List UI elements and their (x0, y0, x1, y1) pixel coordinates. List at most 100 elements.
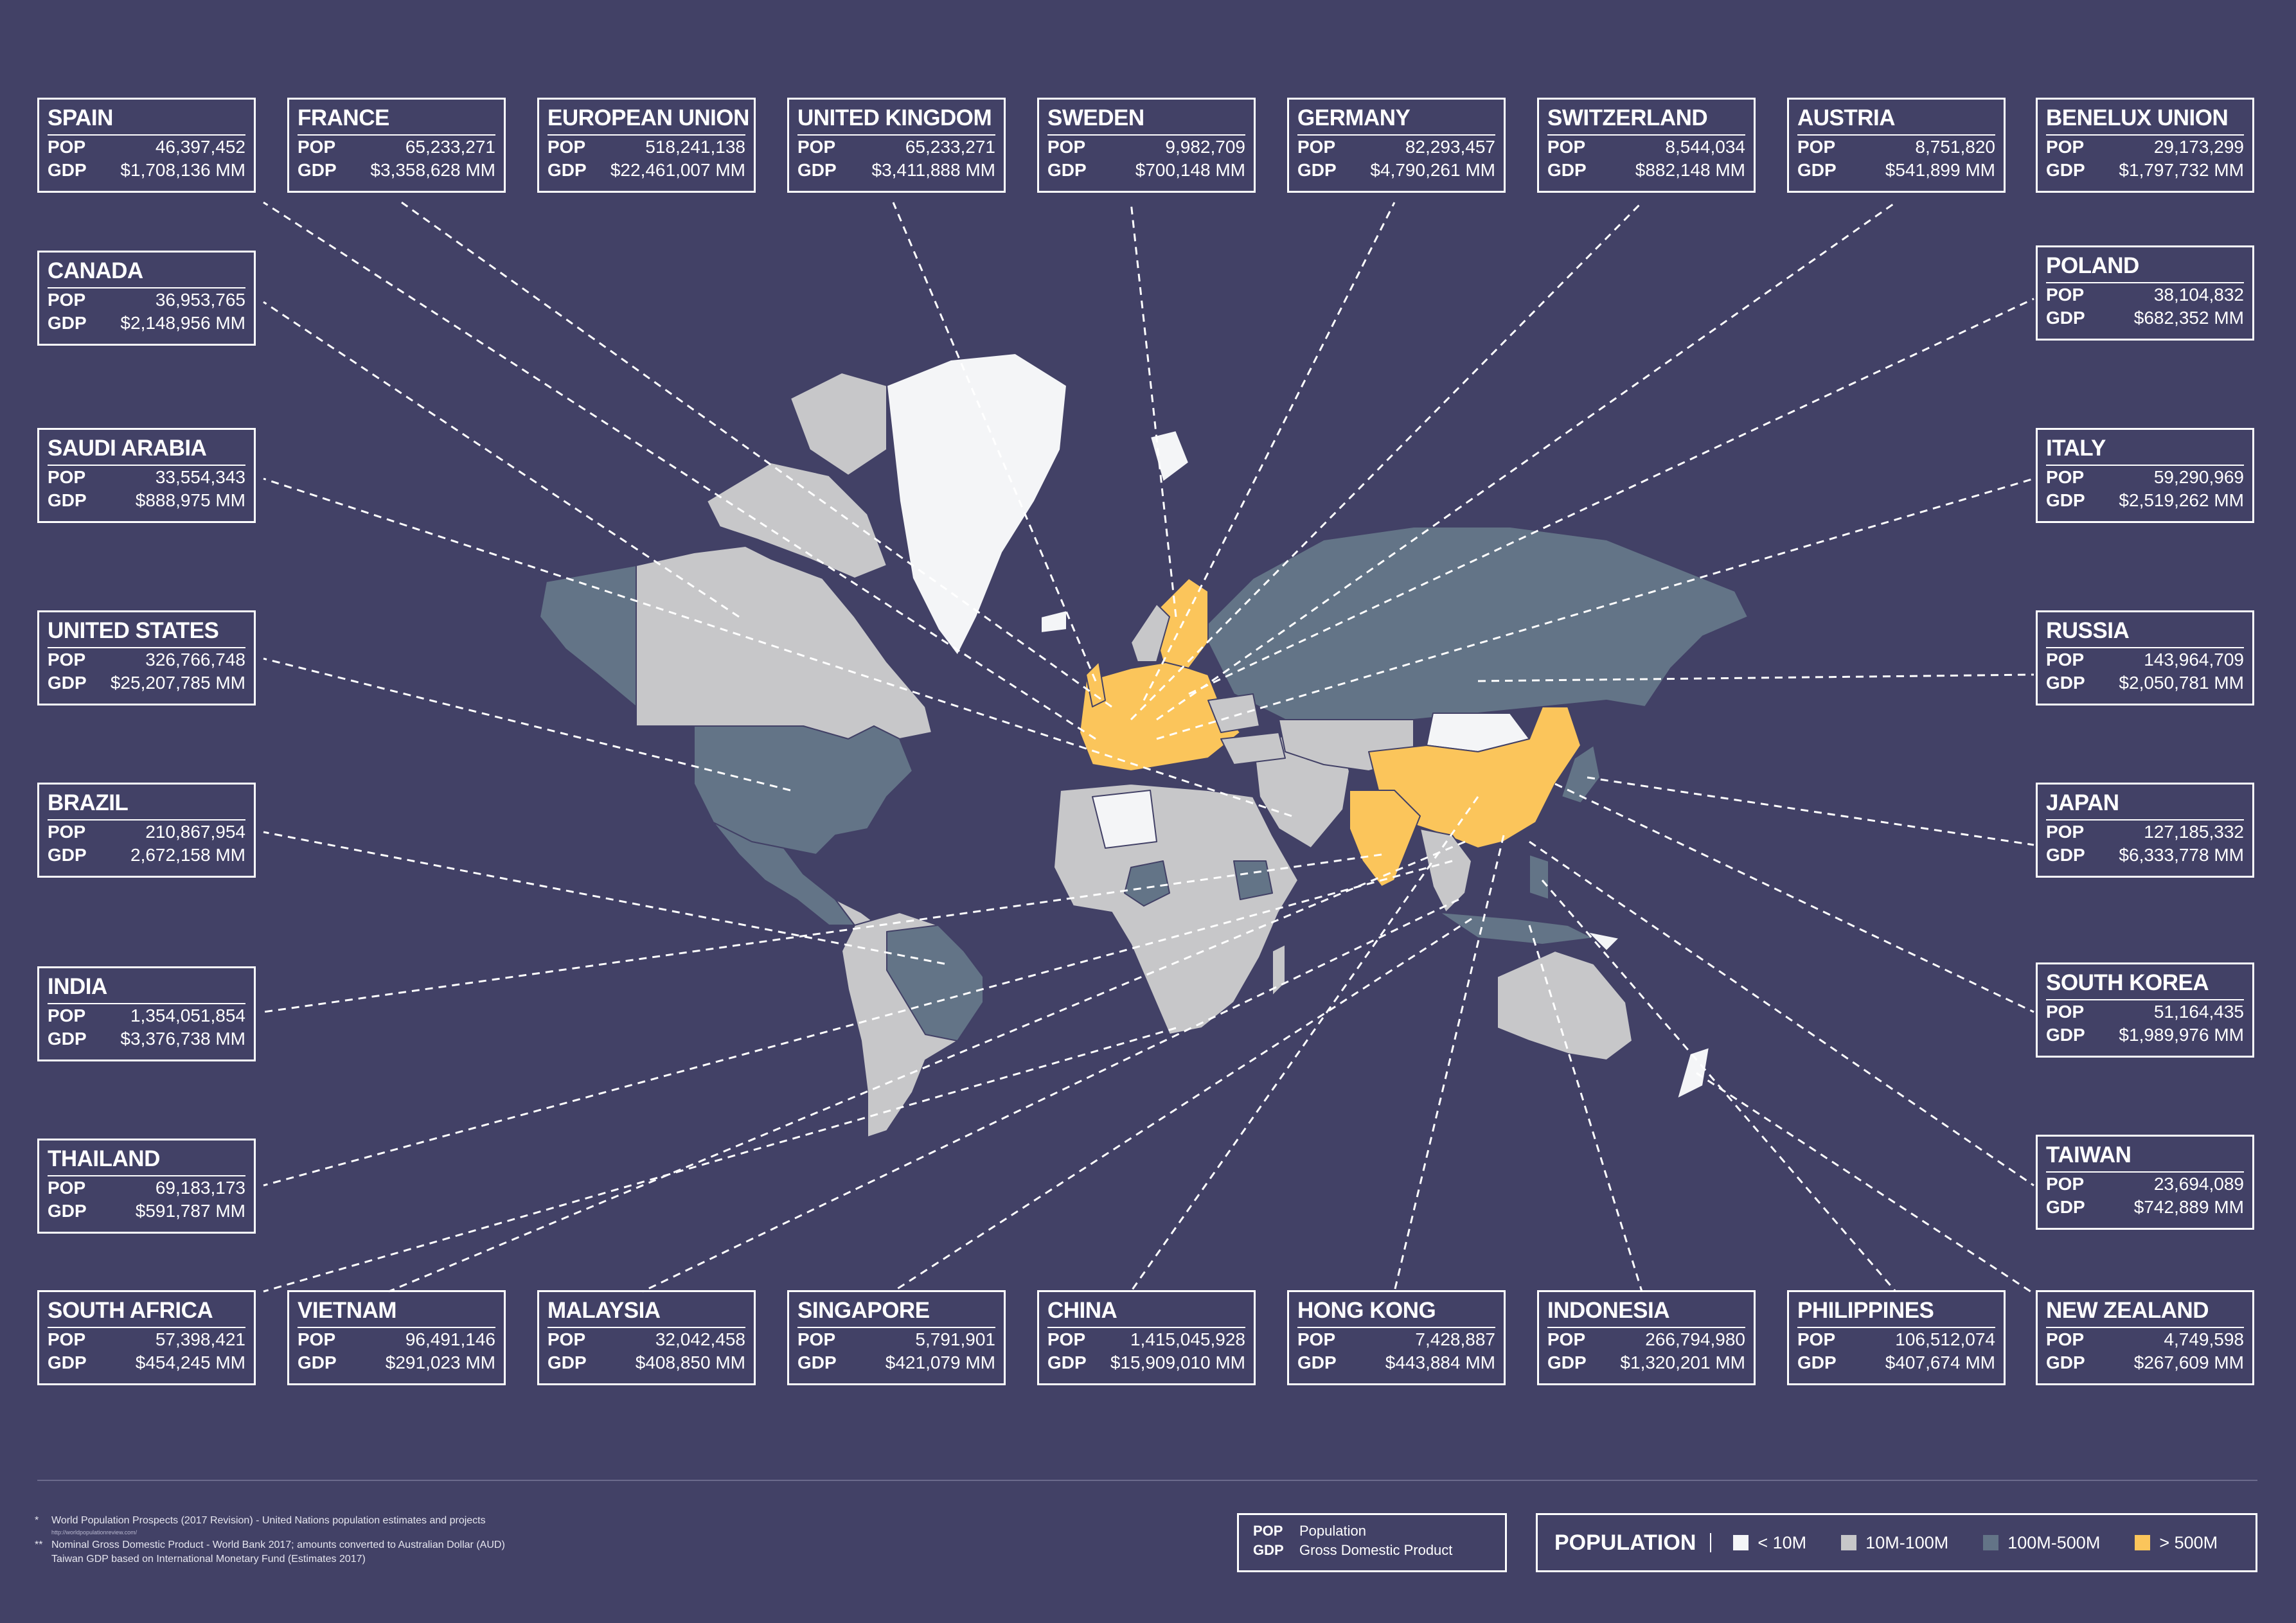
pop-row: POP 33,554,343 (48, 466, 245, 489)
uk-shape (1085, 661, 1106, 707)
canada-arctic-shape (790, 372, 887, 476)
pop-row: POP 266,794,980 (1547, 1328, 1745, 1351)
pop-row: POP 8,544,034 (1547, 136, 1745, 159)
pop-label: POP (1547, 137, 1586, 157)
info-box-china: CHINA POP 1,415,045,928 GDP $15,909,010 MM (1037, 1290, 1256, 1385)
gdp-label: GDP (2046, 845, 2085, 865)
gdp-label: GDP (48, 160, 87, 180)
pop-value: 32,042,458 (655, 1329, 745, 1349)
pop-row: POP 1,415,045,928 (1047, 1328, 1245, 1351)
legend-swatch (1983, 1535, 1999, 1550)
info-box-brazil: BRAZIL POP 210,867,954 GDP 2,672,158 MM (37, 783, 256, 878)
pop-label: POP (48, 1329, 86, 1349)
info-box-poland: POLAND POP 38,104,832 GDP $682,352 MM (2036, 245, 2254, 341)
country-name: AUSTRIA (1797, 106, 1995, 136)
gdp-row: GDP $25,207,785 MM (48, 671, 245, 695)
connector-usa (263, 657, 791, 792)
footnote-url[interactable]: http://worldpopulationreview.com/ (51, 1529, 138, 1536)
pop-row: POP 51,164,435 (2046, 1000, 2244, 1024)
country-name: INDONESIA (1547, 1299, 1745, 1328)
pop-label: POP (1297, 1329, 1336, 1349)
new-zealand-shape (1677, 1047, 1710, 1099)
pop-row: POP 46,397,452 (48, 136, 245, 159)
info-box-spain: SPAIN POP 46,397,452 GDP $1,708,136 MM (37, 98, 256, 193)
pop-row: POP 9,982,709 (1047, 136, 1245, 159)
gdp-label: GDP (1797, 1352, 1837, 1372)
gdp-value: $454,245 MM (135, 1352, 245, 1372)
pop-label: POP (2046, 1329, 2085, 1349)
pop-label: POP (547, 1329, 586, 1349)
gdp-label: GDP (547, 160, 587, 180)
gdp-value: $2,050,781 MM (2119, 673, 2244, 693)
country-name: EUROPEAN UNION (547, 106, 749, 136)
pop-value: 29,173,299 (2153, 137, 2244, 157)
pop-value: 51,164,435 (2153, 1002, 2244, 1022)
country-name: JAPAN (2046, 791, 2244, 820)
info-box-taiwan: TAIWAN POP 23,694,089 GDP $742,889 MM (2036, 1135, 2254, 1230)
pop-row: POP 57,398,421 (48, 1328, 245, 1351)
connector-spain (263, 201, 1096, 740)
abbreviation-key: POP Population GDP Gross Domestic Product (1237, 1513, 1507, 1572)
pop-value: 1,415,045,928 (1130, 1329, 1245, 1349)
pop-value: 9,982,709 (1165, 137, 1245, 157)
country-name: UNITED KINGDOM (797, 106, 995, 136)
country-name: SWITZERLAND (1547, 106, 1745, 136)
pop-row: POP 210,867,954 (48, 820, 245, 844)
pop-value: 8,751,820 (1915, 137, 1995, 157)
gdp-label: GDP (2046, 1197, 2085, 1217)
gdp-label: GDP (2046, 308, 2085, 328)
pop-row: POP 143,964,709 (2046, 648, 2244, 671)
se-asia-shape (1419, 828, 1472, 913)
country-name: THAILAND (48, 1147, 245, 1176)
africa-shape (1053, 783, 1299, 1035)
pop-label: POP (1797, 1329, 1836, 1349)
gdp-label: GDP (48, 313, 87, 333)
gdp-row: GDP $682,352 MM (2046, 306, 2244, 330)
gdp-value: $1,708,136 MM (120, 160, 245, 180)
gdp-label: GDP (2046, 490, 2085, 510)
country-name: NEW ZEALAND (2046, 1299, 2244, 1328)
pop-value: 33,554,343 (155, 467, 245, 487)
gdp-label: GDP (48, 673, 87, 693)
gdp-value: $408,850 MM (635, 1352, 745, 1372)
info-box-indonesia: INDONESIA POP 266,794,980 GDP $1,320,201 M… (1537, 1290, 1756, 1385)
japan-shape (1561, 745, 1601, 804)
gdp-row: GDP $407,674 MM (1797, 1351, 1995, 1374)
pop-row: POP 32,042,458 (547, 1328, 745, 1351)
gdp-value: $3,376,738 MM (120, 1029, 245, 1049)
pop-label: POP (2046, 1174, 2085, 1194)
pop-label: POP (2046, 1002, 2085, 1022)
pop-value: 46,397,452 (155, 137, 245, 157)
pop-value: 69,183,173 (155, 1178, 245, 1198)
gdp-value: $6,333,778 MM (2119, 845, 2244, 865)
gdp-label: GDP (2046, 1352, 2085, 1372)
pop-value: 82,293,457 (1405, 137, 1495, 157)
connector-uk (892, 202, 1097, 682)
nigeria-shape (1124, 860, 1170, 907)
connector-saudi (263, 477, 1292, 817)
country-name: RUSSIA (2046, 619, 2244, 648)
info-box-vietnam: VIETNAM POP 96,491,146 GDP $291,023 MM (287, 1290, 506, 1385)
gdp-row: GDP $291,023 MM (298, 1351, 495, 1374)
gdp-row: GDP $1,797,732 MM (2046, 159, 2244, 182)
connector-indonesia (1528, 925, 1643, 1292)
info-box-switzerland: SWITZERLAND POP 8,544,034 GDP $882,148 MM (1537, 98, 1756, 193)
pop-row: POP 326,766,748 (48, 648, 245, 671)
legend-separator (1710, 1533, 1712, 1552)
png-shape (1587, 931, 1620, 952)
gdp-label: GDP (1047, 1352, 1087, 1372)
footnote-3: Taiwan GDP based on International Moneta… (51, 1554, 366, 1565)
legend-title: POPULATION (1554, 1530, 1696, 1555)
pop-label: POP (797, 137, 836, 157)
country-name: SPAIN (48, 106, 245, 136)
gdp-value: $1,320,201 MM (1620, 1352, 1745, 1372)
connector-china (1130, 796, 1479, 1292)
connector-newzealand (1696, 1072, 2031, 1293)
gdp-value: 2,672,158 MM (130, 845, 245, 865)
pop-row: POP 1,354,051,854 (48, 1004, 245, 1027)
pop-label: POP (48, 822, 86, 842)
pop-value: 266,794,980 (1645, 1329, 1745, 1349)
pop-label: POP (1297, 137, 1336, 157)
connector-japan (1587, 776, 2034, 846)
